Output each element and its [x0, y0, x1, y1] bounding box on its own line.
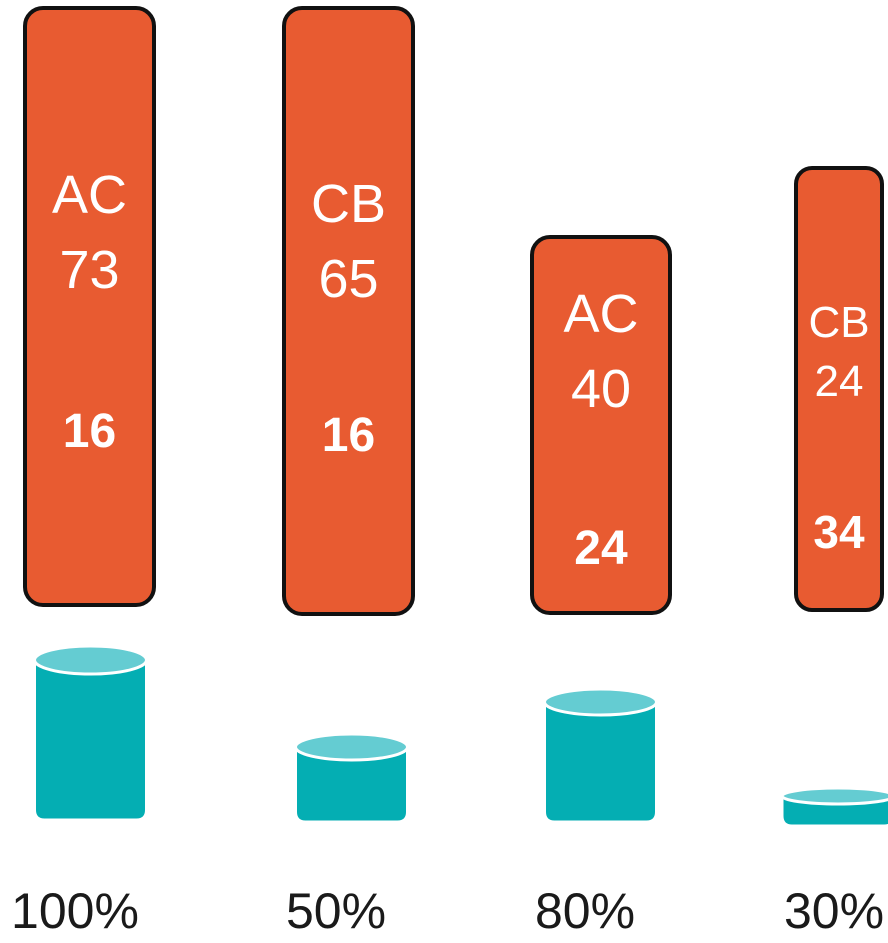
column-4-bar	[794, 166, 884, 612]
column-1: AC 73 16 100%	[11, 6, 156, 939]
column-1-percent: 100%	[11, 883, 139, 939]
cylinder-top	[294, 732, 409, 762]
cylinder-top	[780, 786, 888, 806]
column-4: CB 24 34 30%	[780, 166, 888, 939]
column-1-count: 16	[63, 405, 116, 458]
column-3-bar	[530, 235, 672, 615]
cylinder-top	[33, 644, 148, 676]
column-2-value: 65	[318, 249, 378, 309]
column-2: CB 65 16 50%	[282, 6, 415, 939]
column-1-bar	[23, 6, 156, 607]
column-2-count: 16	[322, 409, 375, 462]
column-3-count: 24	[574, 522, 628, 575]
column-3: AC 40 24 80%	[530, 235, 672, 939]
column-2-bar	[282, 6, 415, 616]
column-1-cylinder	[33, 644, 148, 822]
column-3-code: AC	[563, 284, 638, 344]
column-2-cylinder	[294, 732, 409, 824]
cylinder-top	[543, 687, 658, 717]
column-2-percent: 50%	[286, 883, 386, 939]
column-4-count: 34	[813, 506, 865, 558]
column-4-value: 24	[815, 357, 864, 406]
column-2-code: CB	[311, 174, 386, 234]
column-1-code: AC	[52, 165, 127, 225]
column-4-cylinder	[780, 786, 888, 828]
column-4-percent: 30%	[784, 883, 884, 939]
column-3-cylinder	[543, 687, 658, 824]
column-3-value: 40	[571, 359, 631, 419]
column-1-value: 73	[59, 240, 119, 300]
column-3-percent: 80%	[535, 883, 635, 939]
column-4-code: CB	[808, 298, 869, 347]
